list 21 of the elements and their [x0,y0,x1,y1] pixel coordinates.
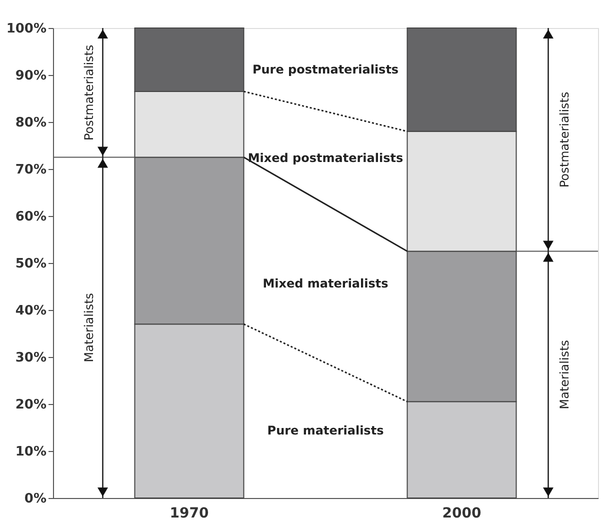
y-tick-label: 60% [15,210,46,224]
y-tick-label: 50% [15,256,46,272]
y-tick-label: 30% [15,350,46,366]
series-label: Pure postmaterialists [252,62,399,77]
annotation: Materialists [557,340,572,410]
annotation: Postmaterialists [557,92,572,188]
y-tick-label: 0% [24,492,46,506]
y-tick-label: 70% [15,162,46,178]
y-tick-label: 10% [15,444,46,460]
y-tick-label: 40% [15,304,46,318]
x-tick-label: 1970 [170,506,209,522]
x-tick-label: 2000 [442,506,482,522]
series-label: Mixed materialists [262,276,388,291]
annotation: Materialists [82,292,96,362]
series-label: Mixed postmaterialists [248,150,404,165]
y-tick-label: 80% [15,116,46,130]
y-tick-label: 100% [6,22,46,36]
annotation: Postmaterialists [82,44,96,140]
series-label: Pure materialists [267,423,384,438]
y-tick-label: 90% [15,68,46,84]
y-tick-label: 20% [15,398,46,412]
